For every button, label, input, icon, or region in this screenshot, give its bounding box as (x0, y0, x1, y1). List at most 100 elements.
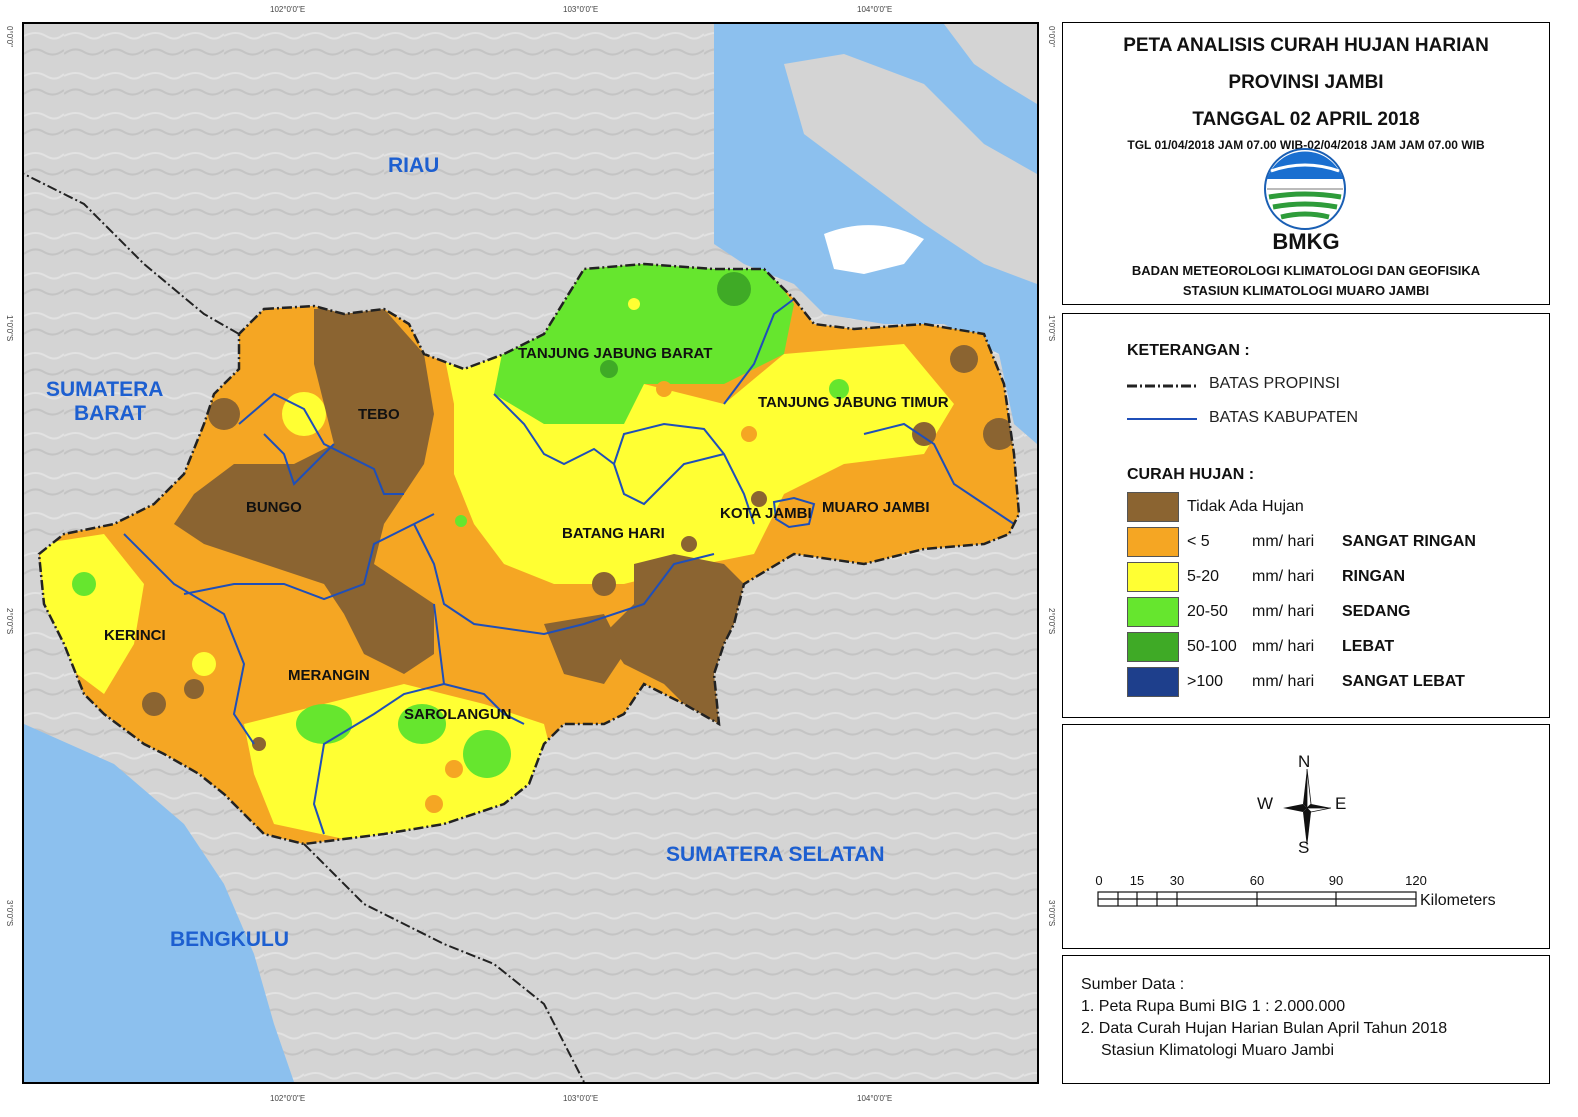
legend-heading: KETERANGAN : (1127, 342, 1250, 359)
class-range: >100 (1187, 673, 1224, 690)
sea-west (24, 724, 294, 1082)
label-sumatera-selatan: SUMATERA SELATAN (666, 843, 885, 866)
zone-tidak-ada-hujan-east (604, 554, 744, 724)
source-panel: Sumber Data : 1. Peta Rupa Bumi BIG 1 : … (1062, 955, 1550, 1084)
zone-sedang-north (494, 264, 794, 424)
class-category: SANGAT LEBAT (1342, 673, 1465, 690)
label-tanjung-jabung-barat: TANJUNG JABUNG BARAT (518, 345, 713, 362)
coord-top-3: 104°0'0"E (857, 5, 893, 14)
label-merangin: MERANGIN (288, 667, 370, 684)
scale-tick-30: 30 (1169, 873, 1185, 888)
title-panel: PETA ANALISIS CURAH HUJAN HARIAN PROVINS… (1062, 22, 1550, 305)
class-unit: mm/ hari (1252, 603, 1315, 620)
class-category: LEBAT (1342, 638, 1395, 655)
island-1 (784, 54, 1037, 284)
kabupaten-boundaries (123, 298, 1015, 835)
scale-tick-90: 90 (1328, 873, 1344, 888)
legend-class-2: 5-20 mm/ hari RINGAN (1127, 562, 1527, 592)
north-arrow-icon (1283, 769, 1331, 847)
legend-class-5: >100 mm/ hari SANGAT LEBAT (1127, 667, 1527, 697)
label-batang-hari: BATANG HARI (562, 525, 665, 542)
compass-west: W (1257, 794, 1274, 813)
coord-left-4: 3°0'0"S (5, 900, 14, 927)
class-unit: mm/ hari (1252, 638, 1315, 655)
legend-panel: KETERANGAN : BATAS PROPINSI BATAS KABUPA… (1062, 313, 1550, 718)
title-line-3: TANGGAL 02 APRIL 2018 (1192, 109, 1420, 130)
legend-class-0: Tidak Ada Hujan (1127, 492, 1527, 522)
coord-bottom-2: 103°0'0"E (563, 1094, 599, 1103)
rainfall-map[interactable]: RIAU SUMATERA BARAT SUMATERA SELATAN BEN… (22, 22, 1039, 1084)
compass-panel: N S W E 0 15 30 60 90 120 Kilometers (1062, 724, 1550, 949)
source-item-2: 2. Data Curah Hujan Harian Bulan April T… (1081, 1020, 1448, 1037)
title-line-1: PETA ANALISIS CURAH HUJAN HARIAN (1123, 35, 1489, 56)
label-tebo: TEBO (358, 406, 400, 423)
kabupaten-boundary-symbol (1127, 418, 1197, 420)
province-boundary-symbol (1127, 384, 1197, 388)
rainfall-zones (39, 264, 1019, 844)
compass-east: E (1335, 794, 1347, 813)
swatch-lebat (1127, 632, 1179, 662)
label-riau: RIAU (388, 154, 440, 177)
swatch-tidak-ada-hujan (1127, 492, 1179, 522)
coord-left-3: 2°0'0"S (5, 608, 14, 635)
class-unit: mm/ hari (1252, 568, 1315, 585)
label-tanjung-jabung-timur: TANJUNG JABUNG TIMUR (758, 394, 949, 411)
scale-tick-60: 60 (1249, 873, 1265, 888)
map-canvas (24, 24, 1037, 1082)
class-category: RINGAN (1342, 568, 1406, 585)
label-sumatera-barat-line1: SUMATERA (46, 378, 164, 401)
label-muaro-jambi: MUARO JAMBI (822, 499, 930, 516)
coord-right-2: 1°0'0"S (1047, 315, 1056, 342)
legend-class-1: < 5 mm/ hari SANGAT RINGAN (1127, 527, 1527, 557)
island-3 (944, 24, 1037, 104)
label-bungo: BUNGO (246, 499, 302, 516)
label-kerinci: KERINCI (104, 627, 166, 644)
org-line-1: BADAN METEOROLOGI KLIMATOLOGI DAN GEOFIS… (1131, 263, 1481, 278)
scale-unit: Kilometers (1420, 892, 1496, 909)
legend-kabupaten-boundary: BATAS KABUPATEN (1209, 409, 1359, 426)
source-item-3: Stasiun Klimatologi Muaro Jambi (1101, 1042, 1334, 1059)
class-unit: mm/ hari (1252, 533, 1315, 550)
class-range: 20-50 (1187, 603, 1228, 620)
class-range: < 5 (1187, 533, 1210, 550)
bmkg-logo-icon (1264, 148, 1346, 230)
compass-south: S (1298, 838, 1310, 857)
title-line-2: PROVINSI JAMBI (1228, 72, 1384, 93)
label-sumatera-barat-line2: BARAT (74, 402, 146, 426)
scale-tick-120: 120 (1405, 873, 1427, 888)
rain-heading: CURAH HUJAN : (1127, 466, 1255, 483)
coord-left-2: 1°0'0"S (5, 315, 14, 342)
swatch-sangat-ringan (1127, 527, 1179, 557)
coord-right-1: 0°0'0" (1047, 26, 1056, 47)
source-item-1: 1. Peta Rupa Bumi BIG 1 : 2.000.000 (1081, 998, 1346, 1015)
zone-tidak-ada-hujan-west (174, 309, 434, 674)
legend-province-boundary: BATAS PROPINSI (1209, 375, 1340, 392)
label-sarolangun: SAROLANGUN (404, 706, 512, 723)
coord-bottom-1: 102°0'0"E (270, 1094, 306, 1103)
source-heading: Sumber Data : (1081, 976, 1185, 993)
class-range: 50-100 (1187, 638, 1237, 655)
coord-right-3: 2°0'0"S (1047, 608, 1056, 635)
title-period: TGL 01/04/2018 JAM 07.00 WIB-02/04/2018 … (1127, 138, 1485, 152)
coord-top-1: 102°0'0"E (270, 5, 306, 14)
province-boundary (37, 262, 1021, 846)
island-2 (824, 225, 924, 274)
coord-left-1: 0°0'0" (5, 26, 14, 47)
coord-bottom-3: 104°0'0"E (857, 1094, 893, 1103)
scale-tick-15: 15 (1129, 873, 1145, 888)
swatch-ringan (1127, 562, 1179, 592)
class-range: 5-20 (1187, 568, 1220, 585)
legend-class-4: 50-100 mm/ hari LEBAT (1127, 632, 1527, 662)
class-category: SEDANG (1342, 603, 1411, 620)
compass-north: N (1298, 752, 1311, 771)
swatch-sangat-lebat (1127, 667, 1179, 697)
coord-right-4: 3°0'0"S (1047, 900, 1056, 927)
zone-lebat (717, 272, 751, 306)
coord-top-2: 103°0'0"E (563, 5, 599, 14)
label-kota-jambi: KOTA JAMBI (720, 505, 812, 522)
class-range: Tidak Ada Hujan (1187, 498, 1304, 515)
class-category: SANGAT RINGAN (1342, 533, 1476, 550)
organization: BADAN METEOROLOGI KLIMATOLOGI DAN GEOFIS… (1063, 261, 1549, 301)
scale-tick-0: 0 (1095, 873, 1103, 888)
org-line-2: STASIUN KLIMATOLOGI MUARO JAMBI (1182, 283, 1430, 298)
